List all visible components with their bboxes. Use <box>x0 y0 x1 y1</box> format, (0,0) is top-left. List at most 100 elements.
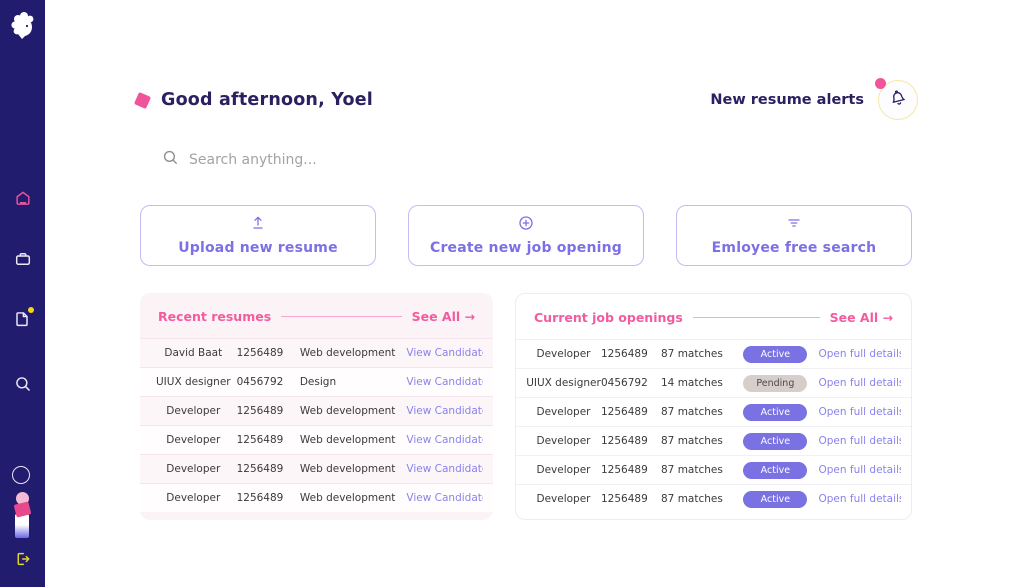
job-title: Developer <box>536 493 591 505</box>
avatar[interactable] <box>11 492 33 544</box>
candidate-name: UIUX designer <box>155 376 231 388</box>
table-row: Developer 1256489 87 matches Active Open… <box>516 397 911 426</box>
table-row: Developer 1256489 87 matches Active Open… <box>516 455 911 484</box>
status-badge-cell: Active <box>732 490 818 508</box>
sidebar <box>0 0 45 587</box>
status-ring[interactable] <box>12 466 30 484</box>
briefcase-icon <box>14 250 32 268</box>
table-row: UIUX designer 0456792 14 matches Pending… <box>516 368 911 397</box>
status-badge: Active <box>743 345 808 363</box>
job-matches: 87 matches <box>661 406 723 418</box>
open-full-details-link[interactable]: Open full details <box>818 377 902 389</box>
bell-icon <box>888 88 908 112</box>
job-openings-panel: Current job openings See All → Developer… <box>515 293 912 520</box>
sidebar-item-search[interactable] <box>0 375 45 393</box>
sidebar-item-home[interactable] <box>0 189 45 207</box>
see-all-jobs-link[interactable]: See All → <box>829 310 893 325</box>
candidate-field: Web development <box>299 434 396 446</box>
candidate-name: Developer <box>166 405 221 417</box>
status-badge: Active <box>743 490 808 508</box>
candidate-id: 1256489 <box>236 347 284 359</box>
status-badge-cell: Pending <box>732 374 818 392</box>
action-label: Upload new resume <box>178 240 338 256</box>
open-full-details-link[interactable]: Open full details <box>818 348 902 360</box>
view-candidate-link[interactable]: View Candidate <box>406 376 483 388</box>
notifications-button[interactable] <box>875 78 918 120</box>
job-id: 1256489 <box>601 348 648 360</box>
upload-resume-button[interactable]: Upload new resume <box>140 205 376 266</box>
table-row: Developer 1256489 Web development View C… <box>140 483 493 512</box>
candidate-field: Design <box>299 376 337 388</box>
job-title: Developer <box>536 348 591 360</box>
resume-alerts: New resume alerts <box>710 78 918 120</box>
candidate-name: Developer <box>166 492 221 504</box>
recent-resumes-panel: Recent resumes See All → David Baat 1256… <box>140 293 493 520</box>
table-row: Developer 1256489 87 matches Active Open… <box>516 484 911 513</box>
candidate-id: 1256489 <box>236 434 284 446</box>
status-badge-cell: Active <box>732 461 818 479</box>
view-candidate-link[interactable]: View Candidate <box>406 434 483 446</box>
status-badge: Active <box>743 432 808 450</box>
candidate-name: Developer <box>166 463 221 475</box>
create-job-button[interactable]: Create new job opening <box>408 205 644 266</box>
candidate-id: 1256489 <box>236 405 284 417</box>
view-candidate-link[interactable]: View Candidate <box>406 492 483 504</box>
logout-icon[interactable] <box>13 550 31 572</box>
table-row: Developer 1256489 Web development View C… <box>140 425 493 454</box>
open-full-details-link[interactable]: Open full details <box>818 493 902 505</box>
job-id: 1256489 <box>601 406 648 418</box>
table-row: Developer 1256489 Web development View C… <box>140 396 493 425</box>
candidate-id: 1256489 <box>236 463 284 475</box>
divider-line <box>692 317 820 318</box>
status-badge: Active <box>743 461 808 479</box>
alerts-label: New resume alerts <box>710 92 864 108</box>
greeting-diamond-icon <box>133 91 152 109</box>
sidebar-item-resumes[interactable] <box>0 307 45 328</box>
candidate-name: David Baat <box>164 347 223 359</box>
view-candidate-link[interactable]: View Candidate <box>406 347 483 359</box>
employee-search-button[interactable]: Emloyee free search <box>676 205 912 266</box>
search-bar[interactable] <box>162 149 502 170</box>
see-all-resumes-link[interactable]: See All → <box>411 309 475 324</box>
job-matches: 14 matches <box>661 377 723 389</box>
job-matches: 87 matches <box>661 464 723 476</box>
view-candidate-link[interactable]: View Candidate <box>406 463 483 475</box>
avatar-legs <box>15 514 29 538</box>
job-id: 1256489 <box>601 435 648 447</box>
open-full-details-link[interactable]: Open full details <box>818 435 902 447</box>
plus-circle-icon <box>518 215 534 235</box>
status-badge-cell: Active <box>732 432 818 450</box>
page-header: Good afternoon, Yoel New resume alerts <box>133 78 918 122</box>
greeting: Good afternoon, Yoel <box>133 90 373 110</box>
lion-logo[interactable] <box>5 7 41 51</box>
recent-resumes-table: David Baat 1256489 Web development View … <box>140 338 493 512</box>
upload-icon <box>250 215 266 235</box>
job-title: Developer <box>536 464 591 476</box>
candidate-field: Web development <box>299 463 396 475</box>
job-openings-table: Developer 1256489 87 matches Active Open… <box>516 339 911 513</box>
job-matches: 87 matches <box>661 493 723 505</box>
page-title: Good afternoon, Yoel <box>161 90 373 110</box>
notification-badge-dot <box>28 307 34 313</box>
divider-line <box>281 316 402 317</box>
view-candidate-link[interactable]: View Candidate <box>406 405 483 417</box>
action-label: Emloyee free search <box>711 240 877 256</box>
open-full-details-link[interactable]: Open full details <box>818 464 902 476</box>
job-matches: 87 matches <box>661 435 723 447</box>
table-row: Developer 1256489 Web development View C… <box>140 454 493 483</box>
open-full-details-link[interactable]: Open full details <box>818 406 902 418</box>
table-row: Developer 1256489 87 matches Active Open… <box>516 426 911 455</box>
candidate-name: Developer <box>166 434 221 446</box>
search-icon <box>14 375 32 393</box>
search-input[interactable] <box>189 151 479 168</box>
table-row: David Baat 1256489 Web development View … <box>140 338 493 367</box>
status-badge: Pending <box>743 374 808 392</box>
table-row: UIUX designer 0456792 Design View Candid… <box>140 367 493 396</box>
panel-header: Recent resumes See All → <box>140 293 493 338</box>
sidebar-item-jobs[interactable] <box>0 250 45 268</box>
job-matches: 87 matches <box>661 348 723 360</box>
job-title: Developer <box>536 406 591 418</box>
panel-header: Current job openings See All → <box>516 294 911 339</box>
notification-dot <box>875 78 886 89</box>
